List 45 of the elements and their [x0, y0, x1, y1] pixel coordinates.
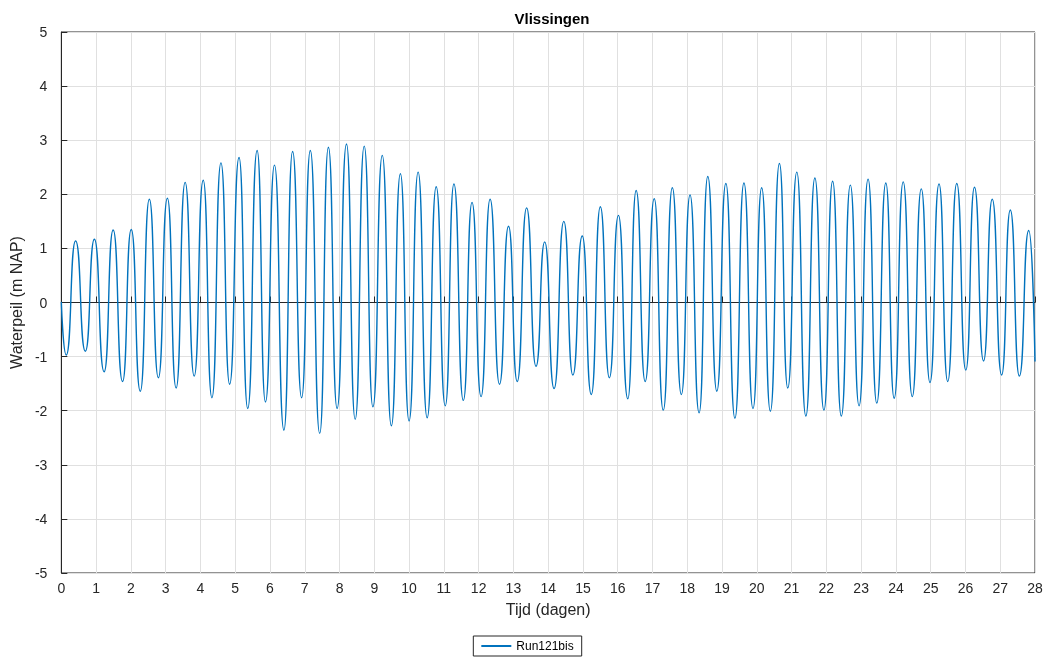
x-tick-label: 26 [957, 580, 974, 596]
x-tick-label: 15 [575, 580, 591, 596]
y-axis-title: Waterpeil (m NAP) [7, 236, 25, 369]
x-tick-label: 27 [992, 580, 1009, 596]
y-tick-label: 5 [39, 24, 48, 40]
y-tick-label: 1 [39, 240, 48, 257]
chart-title: Vlissingen [514, 10, 590, 27]
x-tick-label: 20 [749, 580, 765, 596]
y-tick-label: -5 [34, 565, 48, 581]
x-tick-label: 10 [401, 580, 418, 596]
y-tick-label: 4 [39, 78, 48, 95]
y-tick-label: 0 [39, 294, 48, 311]
x-axis-title: Tijd (dagen) [505, 600, 591, 618]
x-tick-label: 18 [679, 580, 696, 596]
x-tick-label: 23 [853, 580, 870, 596]
x-tick-label: 13 [505, 580, 522, 596]
x-tick-label: 8 [335, 580, 344, 596]
x-tick-label: 17 [644, 580, 661, 596]
x-tick-label: 5 [231, 580, 240, 596]
x-tick-label: 0 [57, 580, 66, 596]
x-tick-label: 7 [300, 580, 309, 596]
x-tick-label: 22 [818, 580, 835, 596]
x-tick-label: 12 [470, 580, 487, 596]
line-series [60, 143, 1036, 435]
x-tick-label: 2 [127, 580, 135, 596]
x-tick-label: 21 [783, 580, 800, 596]
y-tick-label: 3 [39, 132, 48, 149]
x-tick-label: 14 [540, 580, 557, 596]
y-tick-label: -4 [34, 510, 48, 527]
x-tick-label: 4 [196, 580, 205, 596]
x-tick-label: 3 [161, 580, 170, 596]
x-tick-label: 1 [92, 580, 101, 596]
x-tick-label: 28 [1027, 580, 1043, 596]
x-tick-label: 25 [922, 580, 939, 596]
x-tick-label: 6 [266, 580, 275, 596]
y-tick-label: -2 [34, 402, 48, 419]
x-tick-label: 19 [714, 580, 731, 596]
x-tick-label: 16 [609, 580, 626, 596]
y-tick-label: 2 [39, 186, 48, 203]
y-tick-label: -1 [34, 348, 48, 365]
y-tick-label: -3 [34, 456, 48, 473]
x-tick-label: 11 [436, 580, 452, 596]
x-tick-label: 24 [888, 580, 904, 596]
legend-label: Run121bis [516, 639, 574, 653]
x-tick-label: 9 [370, 580, 379, 596]
